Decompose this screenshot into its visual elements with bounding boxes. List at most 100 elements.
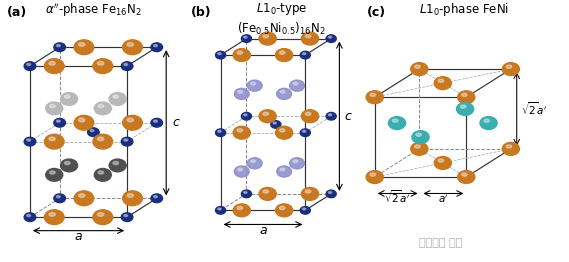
Ellipse shape [121,213,133,221]
Ellipse shape [280,90,285,93]
Ellipse shape [54,118,65,127]
Ellipse shape [280,168,285,171]
Ellipse shape [416,133,422,136]
Ellipse shape [302,110,319,123]
Ellipse shape [54,43,65,52]
Ellipse shape [366,171,384,183]
Ellipse shape [300,129,310,137]
Ellipse shape [241,35,251,42]
Ellipse shape [60,92,77,105]
Ellipse shape [93,210,113,225]
Ellipse shape [127,43,134,46]
Ellipse shape [216,206,226,214]
Ellipse shape [234,166,249,177]
Ellipse shape [46,102,63,115]
Ellipse shape [123,191,142,206]
Ellipse shape [127,118,134,122]
Ellipse shape [366,91,384,104]
Ellipse shape [248,158,262,169]
Ellipse shape [263,190,269,193]
Ellipse shape [109,159,126,172]
Ellipse shape [113,95,118,98]
Ellipse shape [24,213,36,221]
Ellipse shape [244,36,247,38]
Ellipse shape [506,145,512,148]
Ellipse shape [238,90,242,93]
Ellipse shape [277,166,291,177]
Ellipse shape [412,131,429,144]
Ellipse shape [127,194,134,197]
Ellipse shape [275,49,292,62]
Text: 파이넣셀 뉴스: 파이넣셀 뉴스 [419,238,463,248]
Ellipse shape [49,62,55,65]
Ellipse shape [88,128,99,137]
Ellipse shape [328,192,332,193]
Ellipse shape [241,190,251,198]
Ellipse shape [44,59,64,73]
Ellipse shape [109,92,126,105]
Ellipse shape [237,129,242,132]
Ellipse shape [234,88,249,100]
Ellipse shape [279,51,285,54]
Text: $\alpha''$-phase Fe$_{16}$N$_2$: $\alpha''$-phase Fe$_{16}$N$_2$ [46,1,142,19]
Ellipse shape [93,59,113,73]
Ellipse shape [97,62,104,65]
Ellipse shape [300,51,310,59]
Ellipse shape [64,161,70,165]
Ellipse shape [502,63,519,75]
Ellipse shape [46,168,63,181]
Ellipse shape [154,195,158,198]
Ellipse shape [438,79,444,82]
Ellipse shape [306,190,311,193]
Ellipse shape [275,204,292,217]
Ellipse shape [124,63,127,66]
Ellipse shape [290,158,304,169]
Ellipse shape [218,208,221,210]
Ellipse shape [124,214,127,217]
Ellipse shape [259,187,276,200]
Ellipse shape [113,161,118,165]
Ellipse shape [50,105,55,108]
Ellipse shape [251,82,255,85]
Ellipse shape [241,112,251,120]
Ellipse shape [60,159,77,172]
Ellipse shape [151,118,163,127]
Ellipse shape [461,173,467,176]
Text: $L1_0$-phase FeNi: $L1_0$-phase FeNi [419,1,509,18]
Ellipse shape [370,173,376,176]
Ellipse shape [326,190,336,198]
Ellipse shape [216,51,226,59]
Ellipse shape [275,126,292,139]
Text: $\sqrt{2}a'$: $\sqrt{2}a'$ [521,101,548,117]
Ellipse shape [273,122,277,124]
Ellipse shape [303,53,306,54]
Ellipse shape [79,194,85,197]
Ellipse shape [461,93,467,96]
Ellipse shape [302,187,319,200]
Ellipse shape [56,120,60,122]
Ellipse shape [460,105,466,108]
Ellipse shape [434,156,451,170]
Text: (a): (a) [7,6,27,19]
Ellipse shape [271,121,281,128]
Ellipse shape [44,134,64,149]
Ellipse shape [434,77,451,90]
Ellipse shape [27,139,31,141]
Ellipse shape [27,63,31,66]
Text: $L1_0$-type
$(\rm Fe_{0.5}Ni_{0.5})_{16}N_2$: $L1_0$-type $(\rm Fe_{0.5}Ni_{0.5})_{16}… [237,1,326,37]
Ellipse shape [218,130,221,132]
Ellipse shape [244,114,247,116]
Text: $a$: $a$ [74,230,83,243]
Ellipse shape [216,129,226,137]
Ellipse shape [97,137,104,141]
Ellipse shape [244,192,247,193]
Ellipse shape [259,32,276,45]
Text: $a'$: $a'$ [438,193,449,205]
Ellipse shape [154,120,158,122]
Ellipse shape [328,114,332,116]
Ellipse shape [56,195,60,198]
Ellipse shape [456,102,473,115]
Ellipse shape [411,63,428,75]
Text: (b): (b) [191,6,211,19]
Ellipse shape [290,80,304,91]
